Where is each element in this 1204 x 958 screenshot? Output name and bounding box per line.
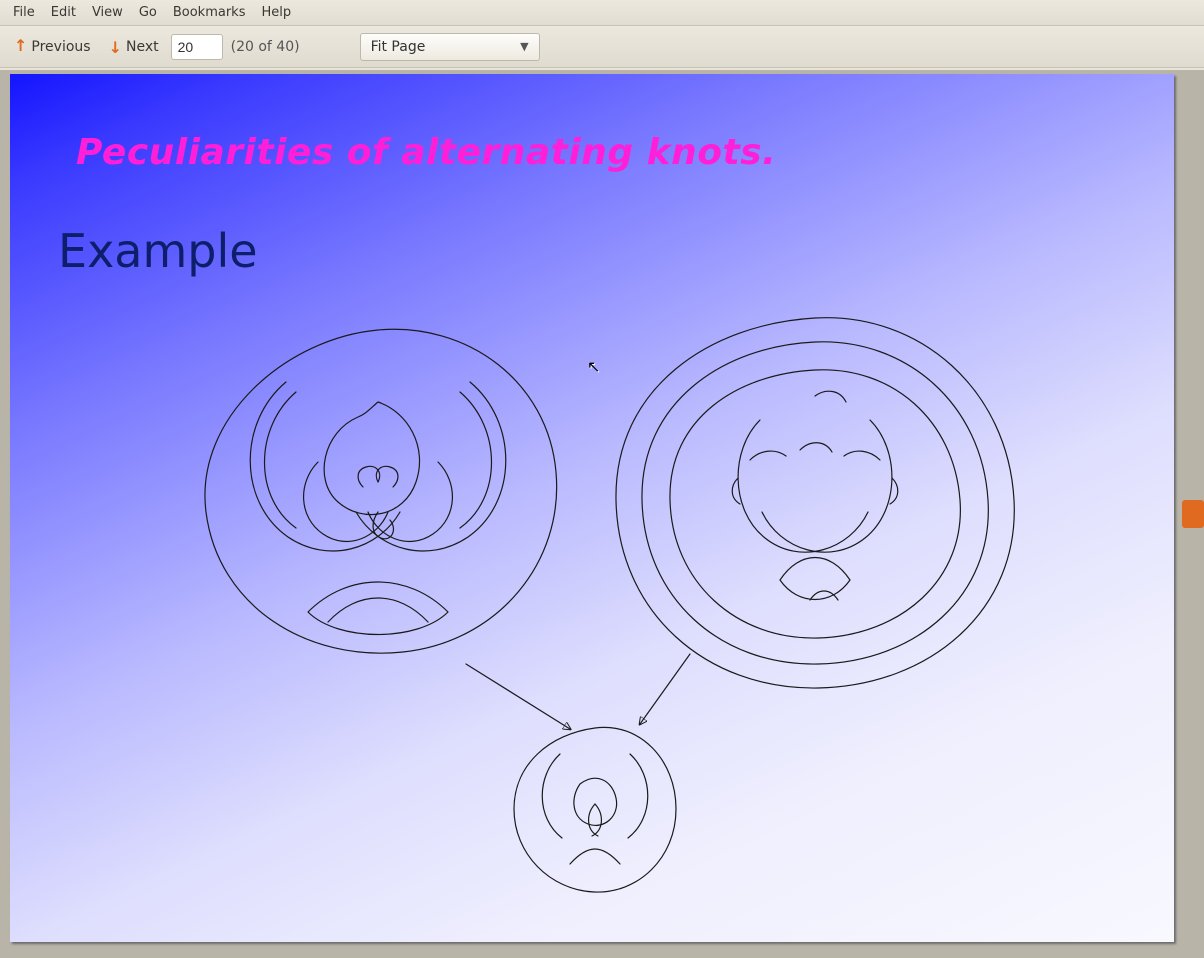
menu-bookmarks[interactable]: Bookmarks [166, 2, 253, 23]
zoom-select[interactable]: Fit Page ▼ [360, 33, 540, 61]
arrow-up-icon: ↑ [14, 38, 27, 54]
page-count-label: (20 of 40) [231, 39, 300, 55]
menu-go[interactable]: Go [132, 2, 164, 23]
next-label: Next [126, 39, 159, 55]
chevron-down-icon: ▼ [520, 40, 528, 53]
scrollbar-thumb[interactable] [1182, 500, 1204, 528]
small-knot-diagram [500, 714, 690, 904]
page-number-input[interactable] [171, 34, 223, 60]
menu-help[interactable]: Help [254, 2, 298, 23]
menu-file[interactable]: File [6, 2, 42, 23]
document-viewport: Peculiarities of alternating knots. Exam… [0, 70, 1204, 958]
next-button[interactable]: ↓ Next [103, 35, 165, 59]
menu-view[interactable]: View [85, 2, 130, 23]
slide-page: Peculiarities of alternating knots. Exam… [10, 74, 1174, 942]
toolbar: ↑ Previous ↓ Next (20 of 40) Fit Page ▼ [0, 26, 1204, 68]
previous-label: Previous [31, 39, 90, 55]
previous-button[interactable]: ↑ Previous [8, 35, 97, 59]
menubar: File Edit View Go Bookmarks Help [0, 0, 1204, 26]
cursor-icon: ↖ [587, 357, 600, 376]
arrow-down-icon: ↓ [109, 40, 122, 56]
zoom-select-label: Fit Page [371, 39, 426, 55]
menu-edit[interactable]: Edit [44, 2, 83, 23]
